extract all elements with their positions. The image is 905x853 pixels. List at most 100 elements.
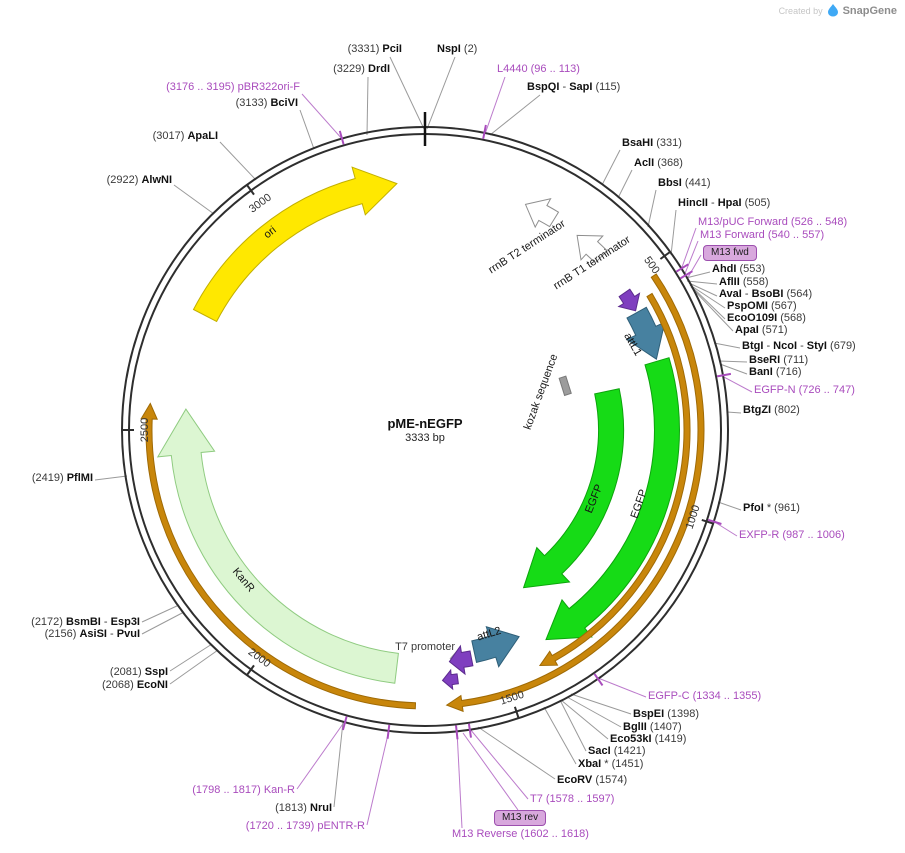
label-text: T7 promoter xyxy=(395,641,455,653)
enzyme-label-bcivi[interactable]: (3133) BciVI xyxy=(236,97,298,110)
enzyme-label-ecoo109i[interactable]: EcoO109I (568) xyxy=(727,312,806,325)
leader-line-kan-r xyxy=(296,720,346,790)
enzyme-label-ecorv[interactable]: EcoRV (1574) xyxy=(557,774,627,787)
enzyme-label-xbai[interactable]: XbaI * (1451) xyxy=(578,758,643,771)
enzyme-label-econi[interactable]: (2068) EcoNI xyxy=(102,679,168,692)
enzyme-name: BsmBI xyxy=(66,616,101,628)
label-text: (2) xyxy=(460,43,478,55)
enzyme-label-eco53ki[interactable]: Eco53kI (1419) xyxy=(610,733,686,746)
scale-tick-mark-1000 xyxy=(701,518,714,525)
label-text: (2419) xyxy=(31,472,67,484)
enzyme-label-ahdi[interactable]: AhdI (553) xyxy=(712,263,765,276)
enzyme-label-drdi[interactable]: (3229) DrdI xyxy=(333,63,390,76)
leader-line-ecorv xyxy=(477,726,556,780)
label-text: (2081) xyxy=(109,666,145,678)
label-text: (1720 .. 1739) pENTR-R xyxy=(245,820,365,832)
enzyme-label-avai-bsobi[interactable]: AvaI - BsoBI (564) xyxy=(719,288,812,301)
enzyme-label-apali[interactable]: (3017) ApaLI xyxy=(153,130,218,143)
feature-backbone-orf-right-outer[interactable] xyxy=(445,273,705,713)
enzyme-label-bbsi[interactable]: BbsI (441) xyxy=(658,177,711,190)
leader-line-bcivi xyxy=(299,109,315,150)
enzyme-label-btgi-ncoi-styi[interactable]: BtgI - NcoI - StyI (679) xyxy=(742,340,856,353)
enzyme-label-bspei[interactable]: BspEI (1398) xyxy=(633,708,699,721)
enzyme-label-bseri[interactable]: BseRI (711) xyxy=(749,354,808,367)
feature-rrnb-t2-terminator[interactable] xyxy=(524,197,560,229)
feature-m13-rev-arrow[interactable] xyxy=(441,668,459,691)
enzyme-name: BbsI xyxy=(658,177,682,189)
enzyme-label-btgzi[interactable]: BtgZI (802) xyxy=(743,404,800,417)
scale-tick-label-500: 500 xyxy=(641,254,661,276)
enzyme-label-saci[interactable]: SacI (1421) xyxy=(588,745,646,758)
enzyme-label-pflmi[interactable]: (2419) PflMI xyxy=(32,472,93,485)
label-text: (3331) xyxy=(347,43,383,55)
primer-site-tick xyxy=(338,130,345,145)
label-text: (1398) xyxy=(664,708,700,720)
label-text: (1421) xyxy=(610,745,646,757)
primer-label-m13-puc-forward[interactable]: M13/pUC Forward (526 .. 548) xyxy=(698,216,847,229)
primer-label-egfp-n[interactable]: EGFP-N (726 .. 747) xyxy=(754,384,855,397)
leader-line-btgzi xyxy=(726,411,742,414)
primer-label-m13-reverse[interactable]: M13 Reverse (1602 .. 1618) xyxy=(452,828,589,841)
primer-label-t7-primer[interactable]: T7 (1578 .. 1597) xyxy=(530,793,614,806)
feature-backbone-orf-right-inner[interactable] xyxy=(538,292,691,667)
label-text: T7 (1578 .. 1597) xyxy=(530,793,615,805)
enzyme-label-pcii[interactable]: (3331) PciI xyxy=(348,43,402,56)
enzyme-label-hincii-hpai[interactable]: HincII - HpaI (505) xyxy=(678,197,770,210)
label-text: (1813) xyxy=(275,802,310,814)
feature-m13-fwd-arrow[interactable] xyxy=(617,288,641,312)
primer-ticks-group xyxy=(338,124,732,740)
enzyme-label-nrui[interactable]: (1813) NruI xyxy=(275,802,332,815)
enzyme-label-apai[interactable]: ApaI (571) xyxy=(735,324,788,337)
primer-badge-m13-fwd[interactable]: M13 fwd xyxy=(703,245,757,261)
feature-egfp-outer[interactable] xyxy=(545,357,680,641)
enzyme-name: XbaI xyxy=(578,758,602,770)
enzyme-label-bglii[interactable]: BglII (1407) xyxy=(623,721,682,734)
feature-label-ori[interactable]: ori xyxy=(262,224,279,241)
feature-egfp-inner[interactable] xyxy=(522,388,625,589)
enzyme-name: DrdI xyxy=(368,63,390,75)
primer-label-l4440[interactable]: L4440 (96 .. 113) xyxy=(497,63,580,76)
scale-tick-label-2000: 2000 xyxy=(246,646,273,670)
primer-label-kan-r[interactable]: (1798 .. 1817) Kan-R xyxy=(192,784,295,797)
label-text: (564) xyxy=(783,288,813,300)
feature-kozak-sequence[interactable] xyxy=(558,375,572,397)
enzyme-label-bsmbi-esp3i[interactable]: (2172) BsmBI - Esp3I xyxy=(31,616,140,629)
enzyme-label-alwni[interactable]: (2922) AlwNI xyxy=(107,174,172,187)
primer-label-m13-forward[interactable]: M13 Forward (540 .. 557) xyxy=(700,229,824,242)
label-text: (1574) xyxy=(592,774,628,786)
primer-label-exfp-r[interactable]: EXFP-R (987 .. 1006) xyxy=(739,529,845,542)
scale-tick-mark-2000 xyxy=(246,664,255,676)
enzyme-label-pspomi[interactable]: PspOMI (567) xyxy=(727,300,797,313)
enzyme-label-bsahi[interactable]: BsaHI (331) xyxy=(622,137,682,150)
primer-site-tick xyxy=(716,372,732,378)
primer-label-pbr322ori-f[interactable]: (3176 .. 3195) pBR322ori-F xyxy=(166,81,300,94)
annotation-label-t7-promoter-label[interactable]: T7 promoter xyxy=(395,641,455,654)
label-text: (1419) xyxy=(651,733,687,745)
primer-label-pentr-r[interactable]: (1720 .. 1739) pENTR-R xyxy=(246,820,365,833)
label-text: (553) xyxy=(736,263,766,275)
enzyme-label-acli[interactable]: AclI (368) xyxy=(634,157,683,170)
leader-line-m13-fwd xyxy=(686,254,702,280)
enzyme-label-bspqi-sapi[interactable]: BspQI - SapI (115) xyxy=(527,81,620,94)
feature-attl1[interactable] xyxy=(625,306,666,361)
feature-rrnb-t1-terminator[interactable] xyxy=(576,234,608,264)
enzyme-label-asisi-pvui[interactable]: (2156) AsiSI - PvuI xyxy=(45,628,140,641)
primer-label-egfp-c[interactable]: EGFP-C (1334 .. 1355) xyxy=(648,690,761,703)
enzyme-name: Eco53kI xyxy=(610,733,652,745)
enzyme-name: NruI xyxy=(310,802,332,814)
feature-t7-promoter-arrow[interactable] xyxy=(448,644,474,676)
leader-line-bglii xyxy=(566,696,622,728)
feature-kanr[interactable] xyxy=(156,408,399,684)
feature-ori[interactable] xyxy=(192,166,398,323)
enzyme-label-pfoi[interactable]: PfoI * (961) xyxy=(743,502,800,515)
enzyme-label-bani[interactable]: BanI (716) xyxy=(749,366,802,379)
enzyme-label-sspi[interactable]: (2081) SspI xyxy=(110,666,168,679)
feature-attl2[interactable] xyxy=(471,626,520,668)
enzyme-label-aflii[interactable]: AflII (558) xyxy=(719,276,769,289)
leader-line-bsahi xyxy=(601,149,621,186)
label-text: (331) xyxy=(653,137,682,149)
primer-badge-m13-rev[interactable]: M13 rev xyxy=(494,810,547,826)
feature-backbone-orf-left[interactable] xyxy=(140,402,417,710)
enzyme-label-nspi[interactable]: NspI (2) xyxy=(437,43,477,56)
